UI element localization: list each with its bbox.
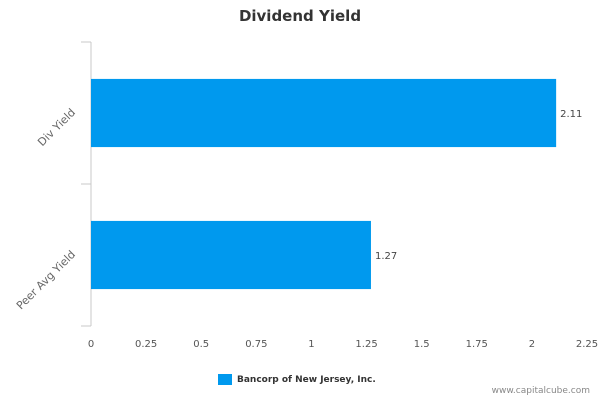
category-label: Div Yield — [35, 106, 78, 149]
x-tick-labels-group: 0 0.25 0.5 0.75 1 1.25 1.5 1.75 2 2.25 — [88, 339, 598, 350]
x-tick-label: 2 — [529, 339, 535, 350]
legend-label: Bancorp of New Jersey, Inc. — [237, 374, 376, 385]
x-tick-label: 0 — [88, 339, 94, 350]
data-label: 2.11 — [560, 109, 582, 120]
data-labels-group: 2.11 1.27 — [375, 109, 582, 262]
x-tick-label: 1 — [308, 339, 314, 350]
bar — [91, 220, 371, 290]
legend: Bancorp of New Jersey, Inc. — [218, 374, 376, 385]
x-tick-label: 1.5 — [414, 339, 430, 350]
category-label: Peer Avg Yield — [14, 248, 78, 312]
bars-group — [91, 78, 557, 290]
data-label: 1.27 — [375, 251, 397, 262]
x-tick-label: 1.25 — [355, 339, 377, 350]
x-tick-label: 0.75 — [245, 339, 267, 350]
category-labels-group: Div Yield Peer Avg Yield — [14, 106, 78, 312]
legend-swatch — [218, 374, 232, 385]
source-credit: www.capitalcube.com — [491, 386, 590, 396]
chart-title: Dividend Yield — [239, 7, 361, 25]
x-tick-label: 0.25 — [135, 339, 157, 350]
bar — [91, 78, 557, 148]
x-tick-label: 0.5 — [193, 339, 209, 350]
x-tick-label: 1.75 — [466, 339, 488, 350]
category-tick-marks — [81, 41, 91, 327]
x-tick-label: 2.25 — [576, 339, 598, 350]
